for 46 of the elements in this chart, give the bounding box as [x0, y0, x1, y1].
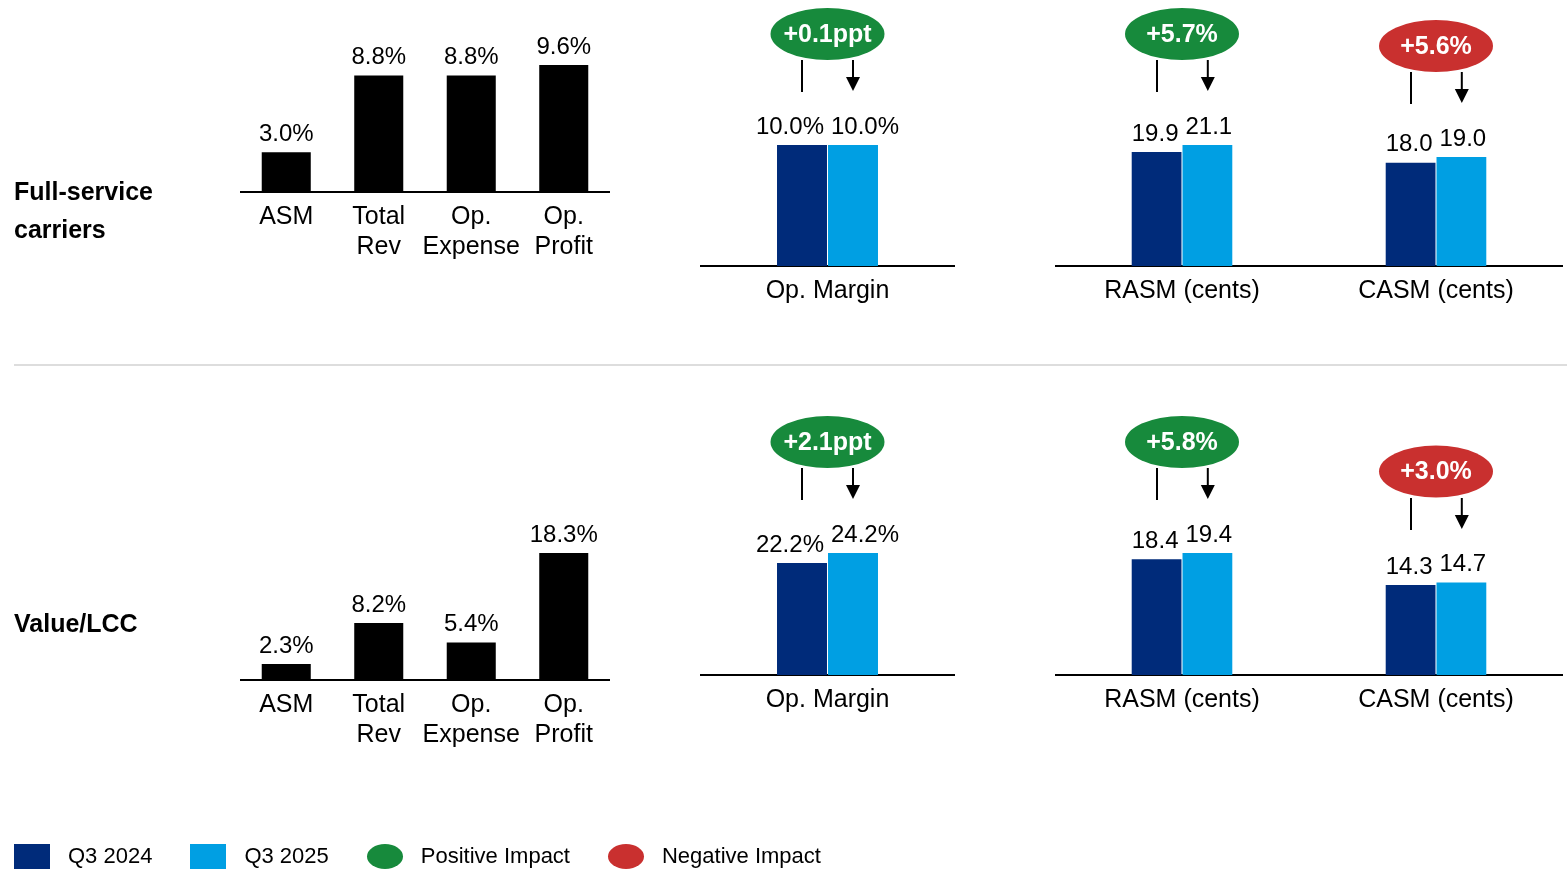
- data-label: 19.4: [1185, 519, 1233, 547]
- data-label: 8.8%: [443, 42, 499, 70]
- data-label: 19.9: [1131, 118, 1179, 146]
- data-label: 3.0%: [258, 118, 314, 146]
- legend-label: Q3 2025: [244, 843, 329, 869]
- data-label: 21.1: [1185, 111, 1233, 139]
- data-label: 8.2%: [351, 589, 407, 617]
- data-label: 10.0%: [755, 111, 824, 139]
- text: +0.1ppt: [783, 18, 873, 47]
- data-label: 22.2%: [755, 529, 824, 557]
- x-tick-label: Op. Profit: [534, 200, 593, 259]
- text: +3.0%: [1400, 456, 1472, 485]
- legend-label: Q3 2024: [68, 843, 153, 869]
- x-tick-label: ASM: [259, 200, 314, 229]
- data-label: 8.8%: [351, 42, 407, 70]
- data-label: 19.0: [1439, 123, 1487, 151]
- x-tick-label: ASM: [259, 688, 314, 717]
- category-label: Negative Impact: [661, 843, 821, 869]
- x-tick-label: Op. Expense: [422, 688, 520, 747]
- x-tick-label: CASM (cents): [1358, 274, 1514, 303]
- x-tick-label: Op. Profit: [534, 688, 593, 747]
- text: +5.8%: [1146, 426, 1218, 455]
- data-label: 24.2%: [831, 519, 900, 547]
- data-label: 10.0%: [831, 111, 900, 139]
- text: +5.6%: [1400, 30, 1472, 59]
- category-label: Positive Impact: [420, 843, 570, 869]
- x-tick-label: Total Rev: [352, 200, 406, 259]
- x-tick-label: Op. Margin: [765, 683, 890, 712]
- text: +2.1ppt: [783, 426, 873, 455]
- data-label: 18.4: [1131, 525, 1179, 553]
- data-label: 14.7: [1439, 549, 1487, 577]
- data-label: 2.3%: [258, 630, 314, 658]
- x-tick-label: RASM (cents): [1104, 683, 1260, 712]
- x-tick-label: Total Rev: [352, 688, 406, 747]
- data-label: 14.3: [1385, 551, 1433, 579]
- x-tick-label: RASM (cents): [1104, 274, 1260, 303]
- data-label: 5.4%: [443, 609, 499, 637]
- x-tick-label: Op. Expense: [422, 200, 520, 259]
- text: Full-service carriers: [14, 176, 154, 245]
- x-tick-label: Op. Margin: [765, 274, 890, 303]
- data-label: 18.0: [1385, 129, 1433, 157]
- data-label: 18.3%: [529, 519, 598, 547]
- text: Value/LCC: [14, 608, 139, 639]
- text: +5.7%: [1146, 18, 1218, 47]
- x-tick-label: CASM (cents): [1358, 683, 1514, 712]
- data-label: 9.6%: [536, 31, 592, 59]
